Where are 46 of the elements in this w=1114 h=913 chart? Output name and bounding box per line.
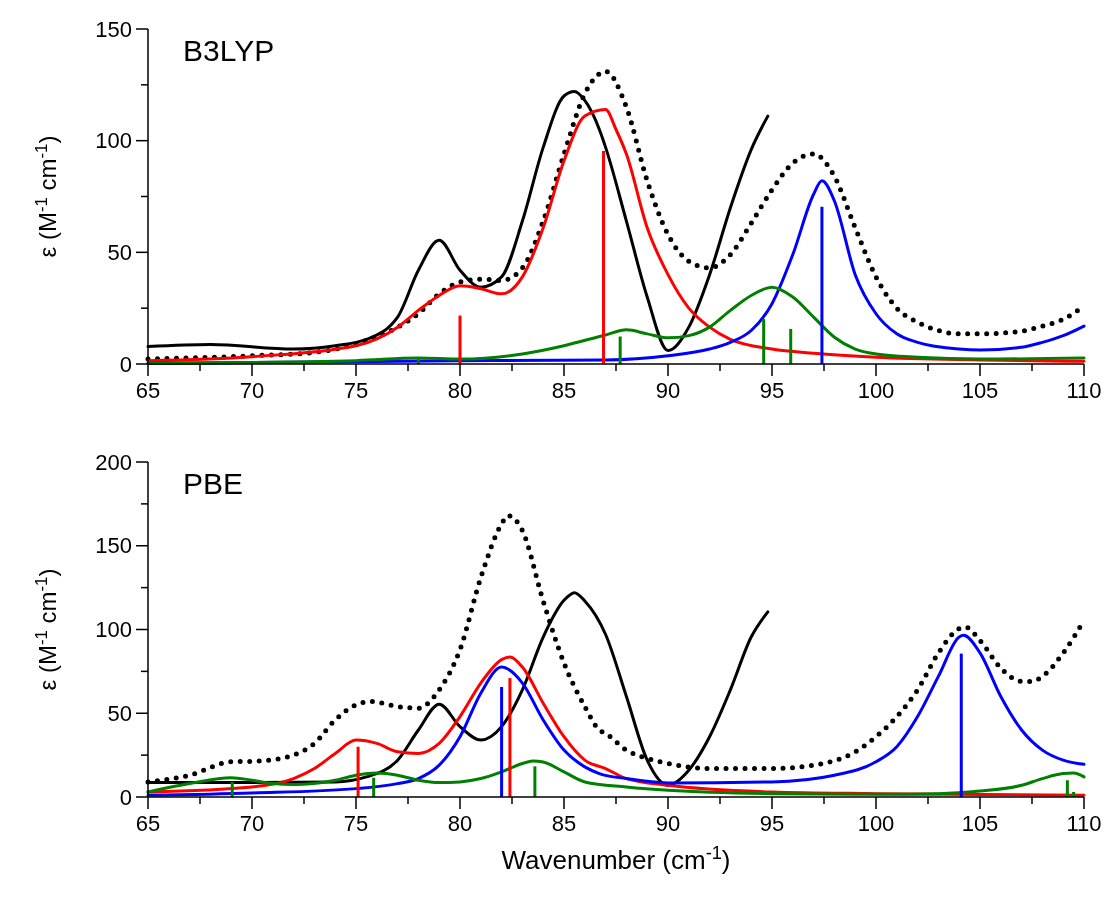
y-tick-label: 150 xyxy=(95,16,132,42)
bar xyxy=(762,318,766,364)
bar xyxy=(230,781,234,797)
x-tick-label: 110 xyxy=(1066,378,1102,403)
chart-title: PBE xyxy=(183,467,244,500)
x-tick-label: 85 xyxy=(551,378,577,403)
bar xyxy=(500,686,504,797)
chart-title: B3LYP xyxy=(183,34,275,67)
x-tick-label: 65 xyxy=(135,378,161,403)
bar xyxy=(508,678,512,797)
bar xyxy=(820,206,824,364)
bar xyxy=(533,766,537,797)
y-tick-label: 0 xyxy=(119,784,132,810)
x-tick-label: 105 xyxy=(961,811,999,836)
bar xyxy=(458,315,462,364)
x-tick-label: 100 xyxy=(857,811,895,836)
x-axis-title: Wavenumber (cm$^{-1}$) xyxy=(501,843,731,875)
bar xyxy=(789,328,793,364)
y-tick-label: 50 xyxy=(107,240,132,266)
y-tick-label: 150 xyxy=(95,533,132,559)
bar xyxy=(356,746,360,797)
x-tick-label: 100 xyxy=(857,378,895,403)
x-tick-label: 85 xyxy=(551,811,577,836)
bar xyxy=(372,777,376,797)
y-tick-label: 100 xyxy=(95,128,132,154)
bar xyxy=(1065,780,1069,797)
x-tick-label: 95 xyxy=(759,378,785,403)
bar xyxy=(959,653,963,797)
x-tick-label: 75 xyxy=(343,811,369,836)
x-tick-label: 110 xyxy=(1066,811,1102,836)
x-tick-label: 75 xyxy=(343,378,369,403)
bar xyxy=(602,150,606,364)
x-tick-label: 90 xyxy=(655,811,681,836)
x-tick-label: 80 xyxy=(447,378,473,403)
x-tick-label: 70 xyxy=(239,811,265,836)
x-tick-label: 80 xyxy=(447,811,473,836)
x-tick-label: 105 xyxy=(961,378,999,403)
x-tick-label: 65 xyxy=(135,811,161,836)
x-tick-label: 90 xyxy=(655,378,681,403)
x-tick-label: 70 xyxy=(239,378,265,403)
y-tick-label: 100 xyxy=(95,617,132,643)
x-tick-label: 95 xyxy=(759,811,785,836)
bar xyxy=(618,336,622,364)
y-tick-label: 200 xyxy=(95,449,132,475)
y-tick-label: 50 xyxy=(107,700,132,726)
y-tick-label: 0 xyxy=(119,351,132,377)
